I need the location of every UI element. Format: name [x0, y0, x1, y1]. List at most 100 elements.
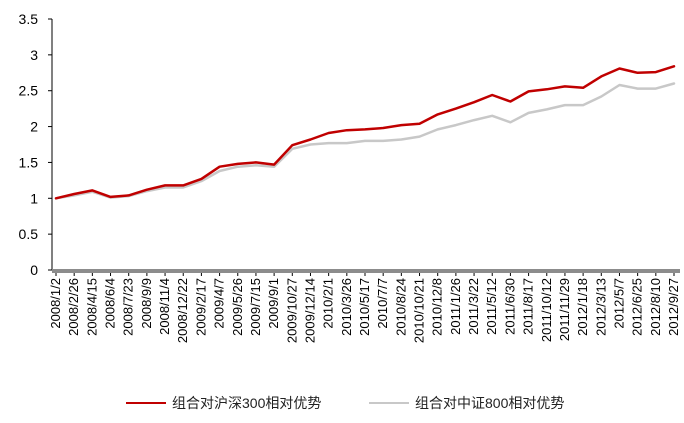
x-tick-label: 2009/7/15: [248, 278, 263, 336]
data-point-hs300: [109, 196, 112, 198]
y-tick-label: 0: [30, 262, 38, 278]
x-tick-label: 2012/5/7: [611, 278, 626, 329]
x-tick-label: 2008/4/15: [84, 278, 99, 336]
data-point-hs300: [346, 129, 348, 131]
data-point-hs300: [673, 65, 675, 68]
data-point-hs300: [309, 138, 312, 141]
data-point-hs300: [218, 165, 221, 168]
x-tick-label: 2008/6/4: [103, 278, 118, 329]
data-point-hs300: [291, 144, 294, 147]
data-point-csi800: [418, 135, 421, 138]
data-point-csi800: [564, 104, 566, 106]
x-tick-label: 2012/1/18: [575, 278, 590, 336]
y-tick-label: 3.5: [19, 11, 39, 27]
data-point-hs300: [73, 193, 75, 195]
data-point-hs300: [236, 163, 239, 165]
data-point-csi800: [600, 95, 603, 98]
x-tick-label: 2008/11/4: [157, 278, 172, 335]
data-point-csi800: [545, 108, 548, 111]
x-tick-label: 2011/3/22: [466, 278, 481, 335]
x-tick-label: 2012/6/25: [630, 278, 645, 336]
data-point-csi800: [491, 115, 494, 117]
data-point-hs300: [200, 178, 203, 180]
x-tick-label: 2008/7/23: [121, 278, 136, 336]
x-tick-label: 2010/8/24: [393, 278, 408, 336]
y-tick-label: 0.5: [19, 226, 39, 242]
data-point-hs300: [473, 101, 475, 103]
x-tick-label: 2012/9/27: [666, 278, 681, 336]
x-tick-label: 2009/4/7: [212, 278, 227, 329]
data-point-csi800: [436, 128, 439, 131]
data-point-csi800: [400, 138, 403, 141]
legend-swatch-hs300: [126, 402, 166, 404]
x-tick-label: 2011/1/26: [448, 278, 463, 335]
x-tick-label: 2010/3/26: [339, 278, 354, 336]
x-tick-label: 2008/1/2: [48, 278, 63, 329]
data-point-csi800: [364, 140, 366, 142]
x-tick-label: 2008/12/22: [175, 278, 190, 343]
data-point-csi800: [273, 165, 275, 168]
series-layer: [54, 65, 676, 200]
data-point-csi800: [346, 142, 348, 144]
x-tick-label: 2008/9/9: [139, 278, 154, 329]
data-point-hs300: [273, 163, 275, 166]
y-tick-label: 1: [30, 190, 38, 206]
legend-label-csi800: 组合对中证800相对优势: [415, 395, 565, 411]
data-point-hs300: [182, 184, 185, 187]
x-tick-label: 2009/2/17: [193, 278, 208, 336]
x-tick-label: 2010/10/21: [412, 278, 427, 343]
data-point-hs300: [255, 161, 257, 164]
data-point-hs300: [382, 127, 384, 129]
y-tick-label: 1.5: [19, 154, 39, 170]
y-tick-label: 3: [30, 47, 38, 63]
x-tick-label: 2011/8/17: [521, 278, 536, 335]
legend-swatch-csi800: [369, 402, 409, 404]
data-point-csi800: [327, 142, 330, 144]
data-point-csi800: [218, 170, 221, 172]
data-point-csi800: [636, 87, 639, 90]
x-axis-line: [52, 269, 680, 273]
data-point-csi800: [527, 112, 530, 114]
data-point-csi800: [164, 186, 166, 189]
x-tick-label: 2010/12/8: [430, 278, 445, 336]
data-point-csi800: [582, 104, 584, 106]
data-point-csi800: [200, 180, 203, 182]
x-tick-label: 2010/2/1: [321, 278, 336, 329]
x-tick-label: 2009/5/26: [230, 278, 245, 336]
x-tick-label: 2011/5/12: [484, 278, 499, 335]
data-point-csi800: [291, 148, 294, 150]
data-point-csi800: [455, 124, 457, 126]
data-point-hs300: [509, 100, 512, 103]
data-point-hs300: [55, 197, 57, 200]
legend-label-hs300: 组合对沪深300相对优势: [172, 395, 322, 411]
data-point-hs300: [91, 189, 94, 192]
x-tick-label: 2011/6/30: [502, 278, 517, 335]
data-point-csi800: [673, 82, 675, 85]
x-tick-label: 2011/10/12: [539, 278, 554, 342]
series-line-hs300: [54, 65, 676, 200]
data-point-hs300: [127, 194, 130, 197]
x-tick-label: 2011/11/29: [557, 278, 572, 341]
data-point-csi800: [182, 186, 185, 189]
legend-item-hs300: 组合对沪深300相对优势: [126, 388, 321, 418]
data-point-hs300: [327, 132, 330, 134]
x-tick-label: 2009/12/14: [302, 278, 317, 343]
data-point-csi800: [382, 140, 384, 142]
data-point-hs300: [582, 87, 584, 89]
x-tick-label: 2012/3/13: [593, 278, 608, 336]
x-tick-label: 2012/8/10: [648, 278, 663, 336]
data-point-hs300: [600, 75, 603, 78]
data-point-hs300: [436, 113, 439, 116]
data-point-hs300: [545, 88, 548, 91]
line-chart: 0 0.5 1 1.5 2 2.5 3 3.5 2008/1/2 2008/2/26 2008/4/…: [19, 11, 681, 343]
data-point-hs300: [146, 188, 148, 191]
data-point-hs300: [164, 184, 166, 187]
axis-layer: 0 0.5 1 1.5 2 2.5 3 3.5 2008/1/2 2008/2/26 2008/4/…: [19, 11, 681, 343]
legend-item-csi800: 组合对中证800相对优势: [369, 388, 564, 418]
x-tick-label: 2009/10/27: [284, 278, 299, 343]
data-point-csi800: [618, 84, 621, 86]
y-tick-label: 2: [30, 119, 38, 135]
data-point-hs300: [364, 128, 366, 131]
data-point-hs300: [564, 85, 566, 88]
